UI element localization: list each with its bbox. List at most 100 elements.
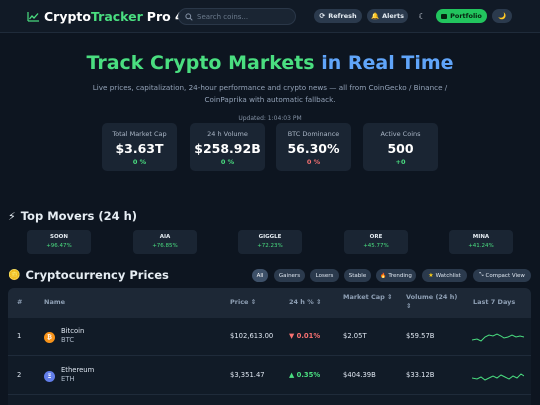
coin-symbol: BTC	[61, 336, 75, 344]
stat-change: 0 %	[306, 158, 321, 166]
table-row[interactable]: 2 Ξ Ethereum ETH $3,351.47 ▲ 0.35% $404.…	[8, 357, 531, 395]
stat-card-btc-dominance: BTC Dominance 56.30% 0 %	[276, 123, 351, 171]
coin-change: ▲ 0.35%	[289, 371, 321, 379]
mover-card[interactable]: MINA +41.24%	[449, 230, 513, 254]
sparkline-chart	[472, 333, 524, 342]
ethereum-icon: Ξ	[44, 371, 55, 382]
theme-toggle-button[interactable]: ☾	[414, 9, 430, 23]
fire-icon: 🔥	[380, 272, 387, 279]
coin-name: Ethereum	[61, 366, 95, 374]
col-name: Name	[44, 298, 66, 306]
prices-heading: 🪙 Cryptocurrency Prices	[8, 268, 169, 282]
hero-title-part1: Track Crypto Markets	[86, 52, 315, 74]
filter-label: Stable	[348, 272, 367, 279]
stat-label: BTC Dominance	[287, 130, 340, 138]
top-movers-heading: ⚡ Top Movers (24 h)	[8, 209, 137, 223]
mover-card[interactable]: GIGGLE +72.23%	[238, 230, 302, 254]
stat-label: Active Coins	[380, 130, 421, 138]
stat-label: Total Market Cap	[112, 130, 167, 138]
mover-card[interactable]: AIA +76.85%	[133, 230, 197, 254]
hero-subtitle: Live prices, capitalization, 24-hour per…	[92, 83, 448, 104]
dark-mode-button[interactable]: 🌙	[492, 9, 512, 23]
search-box[interactable]	[178, 8, 296, 25]
search-input[interactable]	[197, 12, 293, 21]
filter-label: All	[256, 272, 264, 279]
mover-symbol: GIGGLE	[258, 234, 282, 240]
row-rank: 1	[17, 332, 22, 340]
top-movers-title: Top Movers (24 h)	[20, 209, 138, 223]
coin-change: ▼ 0.01%	[289, 332, 321, 340]
prices-table: # Name Price ⇕ 24 h % ⇕ Market Cap ⇕ Vol…	[8, 288, 531, 405]
col-volume[interactable]: Volume (24 h) ⇕	[406, 293, 458, 310]
coin-volume: $33.12B	[406, 371, 435, 379]
coin-name: Bitcoin	[61, 327, 85, 335]
filter-label: Watchlist	[435, 272, 461, 279]
filter-all[interactable]: All	[252, 269, 268, 282]
moon-outline-icon: ☾	[418, 11, 426, 21]
stat-card-volume: 24 h Volume $258.92B 0 %	[190, 123, 265, 171]
bitcoin-icon: ₿	[44, 332, 55, 343]
filter-label: Gainers	[278, 272, 301, 279]
stat-label: 24 h Volume	[207, 130, 248, 138]
bell-icon: 🔔	[371, 12, 380, 20]
mover-change: +41.24%	[468, 243, 494, 249]
filter-label: Losers	[315, 272, 334, 279]
prices-title: Cryptocurrency Prices	[25, 268, 169, 282]
stat-change: 0 %	[220, 158, 235, 166]
portfolio-button[interactable]: Portfolio	[436, 9, 487, 23]
table-header: # Name Price ⇕ 24 h % ⇕ Market Cap ⇕ Vol…	[8, 288, 531, 318]
portfolio-label: Portfolio	[450, 12, 482, 20]
mover-change: +76.85%	[152, 243, 178, 249]
brand-name-part2: Tracker	[91, 9, 143, 24]
brand-logo[interactable]: Crypto Tracker Pro 4	[27, 9, 184, 24]
table-row[interactable]: 1 ₿ Bitcoin BTC $102,613.00 ▼ 0.01% $2.0…	[8, 318, 531, 356]
row-rank: 2	[17, 371, 22, 379]
moon-icon: 🌙	[497, 12, 507, 20]
alerts-label: Alerts	[382, 12, 404, 20]
filter-losers[interactable]: Losers	[310, 269, 339, 282]
refresh-icon: ⟳	[319, 12, 326, 20]
brand-version: Pro 4	[146, 9, 184, 24]
briefcase-icon	[441, 13, 448, 19]
coin-market-cap: $2.05T	[343, 332, 367, 340]
filter-label: Compact View	[485, 272, 525, 279]
mover-change: +45.77%	[363, 243, 389, 249]
coin-volume: $59.57B	[406, 332, 435, 340]
refresh-button[interactable]: ⟳ Refresh	[314, 9, 362, 23]
compact-view-toggle[interactable]: ⤡ Compact View	[473, 269, 531, 282]
sparkline-chart	[472, 373, 524, 381]
brand-name-part1: Crypto	[44, 9, 91, 24]
filter-watchlist[interactable]: ★ Watchlist	[422, 269, 467, 282]
coin-market-cap: $404.39B	[343, 371, 376, 379]
filter-trending[interactable]: 🔥 Trending	[376, 269, 416, 282]
last-updated-text: Updated: 1:04:03 PM	[238, 115, 302, 122]
col-change-24h[interactable]: 24 h % ⇕	[289, 298, 322, 306]
mover-change: +72.23%	[257, 243, 283, 249]
filter-stable[interactable]: Stable	[344, 269, 371, 282]
mover-symbol: ORE	[369, 234, 383, 240]
alerts-button[interactable]: 🔔 Alerts	[367, 9, 408, 23]
chart-line-icon	[27, 12, 39, 22]
hero-title-part2: in Real Time	[321, 52, 454, 74]
stat-value: 500	[387, 141, 414, 156]
col-market-cap[interactable]: Market Cap ⇕	[343, 293, 393, 301]
stat-value: $3.63T	[115, 141, 164, 156]
mover-card[interactable]: SOON +96.47%	[27, 230, 91, 254]
filter-gainers[interactable]: Gainers	[274, 269, 305, 282]
col-price[interactable]: Price ⇕	[230, 298, 257, 306]
mover-card[interactable]: ORE +45.77%	[344, 230, 408, 254]
star-icon: ★	[428, 272, 434, 279]
search-icon	[185, 12, 193, 21]
filter-label: Trending	[388, 272, 412, 279]
coins-stack-icon: 🪙	[8, 269, 21, 281]
compress-icon: ⤡	[479, 272, 484, 278]
coin-price: $3,351.47	[230, 371, 265, 379]
col-sparkline: Last 7 Days	[473, 298, 516, 306]
stat-card-active-coins: Active Coins 500 +0	[363, 123, 438, 171]
col-rank: #	[17, 298, 23, 306]
coin-price: $102,613.00	[230, 332, 274, 340]
hero-title: Track Crypto Markets in Real Time	[0, 52, 540, 74]
mover-symbol: MINA	[472, 234, 490, 240]
stat-change: +0	[395, 158, 406, 166]
